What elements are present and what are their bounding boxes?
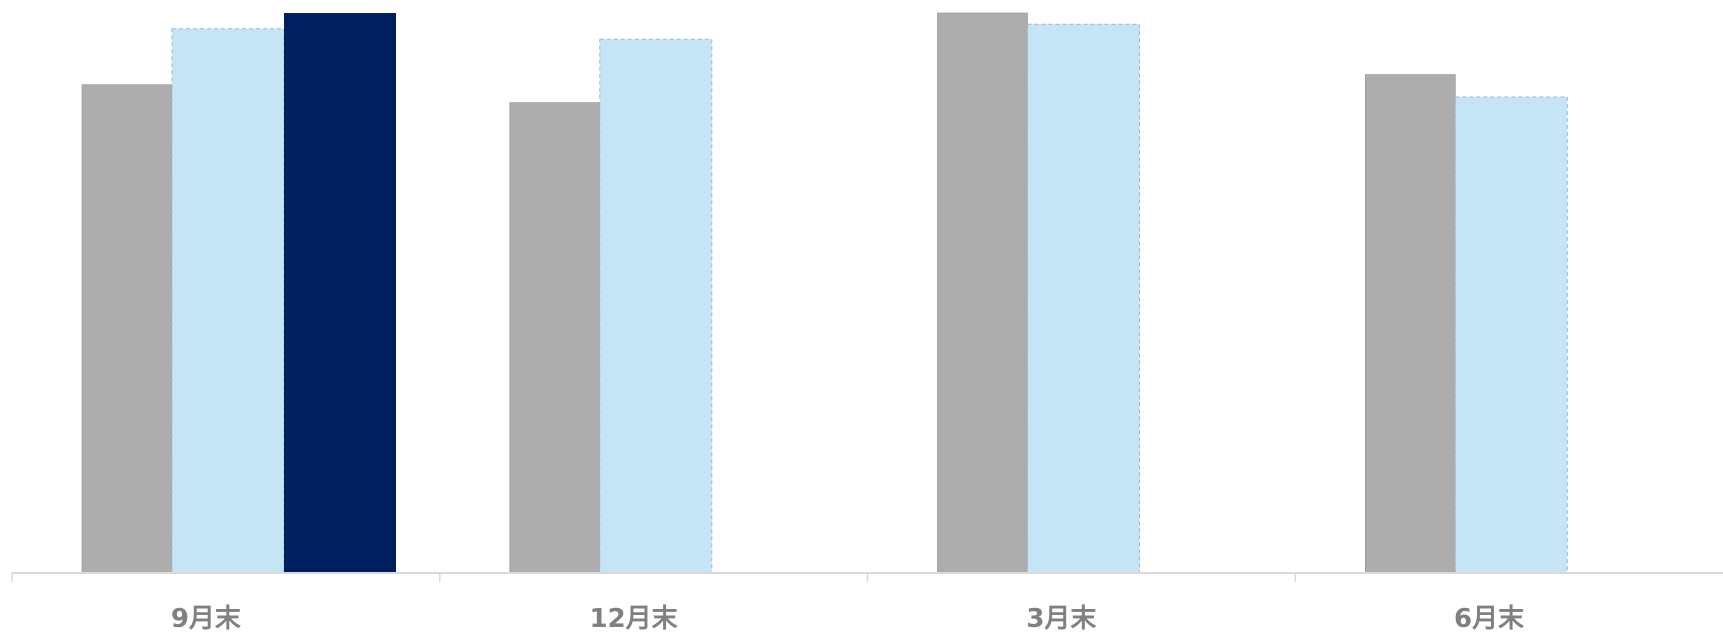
bar-layer <box>81 12 1568 574</box>
x-axis <box>11 572 1723 582</box>
x-tick-label: 6月末 <box>1454 604 1525 632</box>
x-tick-label: 3月末 <box>1026 604 1097 632</box>
bar-series3-1 <box>284 13 396 573</box>
bar-series2-3 <box>1027 23 1140 574</box>
x-axis-labels: 9月末 12月末 3月末 6月末 <box>171 604 1525 632</box>
bar-series1-2 <box>509 102 601 574</box>
x-tick-label: 12月末 <box>590 604 679 632</box>
bar-series1-4 <box>1365 74 1456 574</box>
bar-series1-1 <box>81 84 173 574</box>
bar-series1-3 <box>937 12 1028 574</box>
bar-series2-1 <box>171 28 285 574</box>
bar-series2-4 <box>1454 96 1568 574</box>
x-tick-label: 9月末 <box>171 604 242 632</box>
bar-series2-2 <box>599 38 713 574</box>
